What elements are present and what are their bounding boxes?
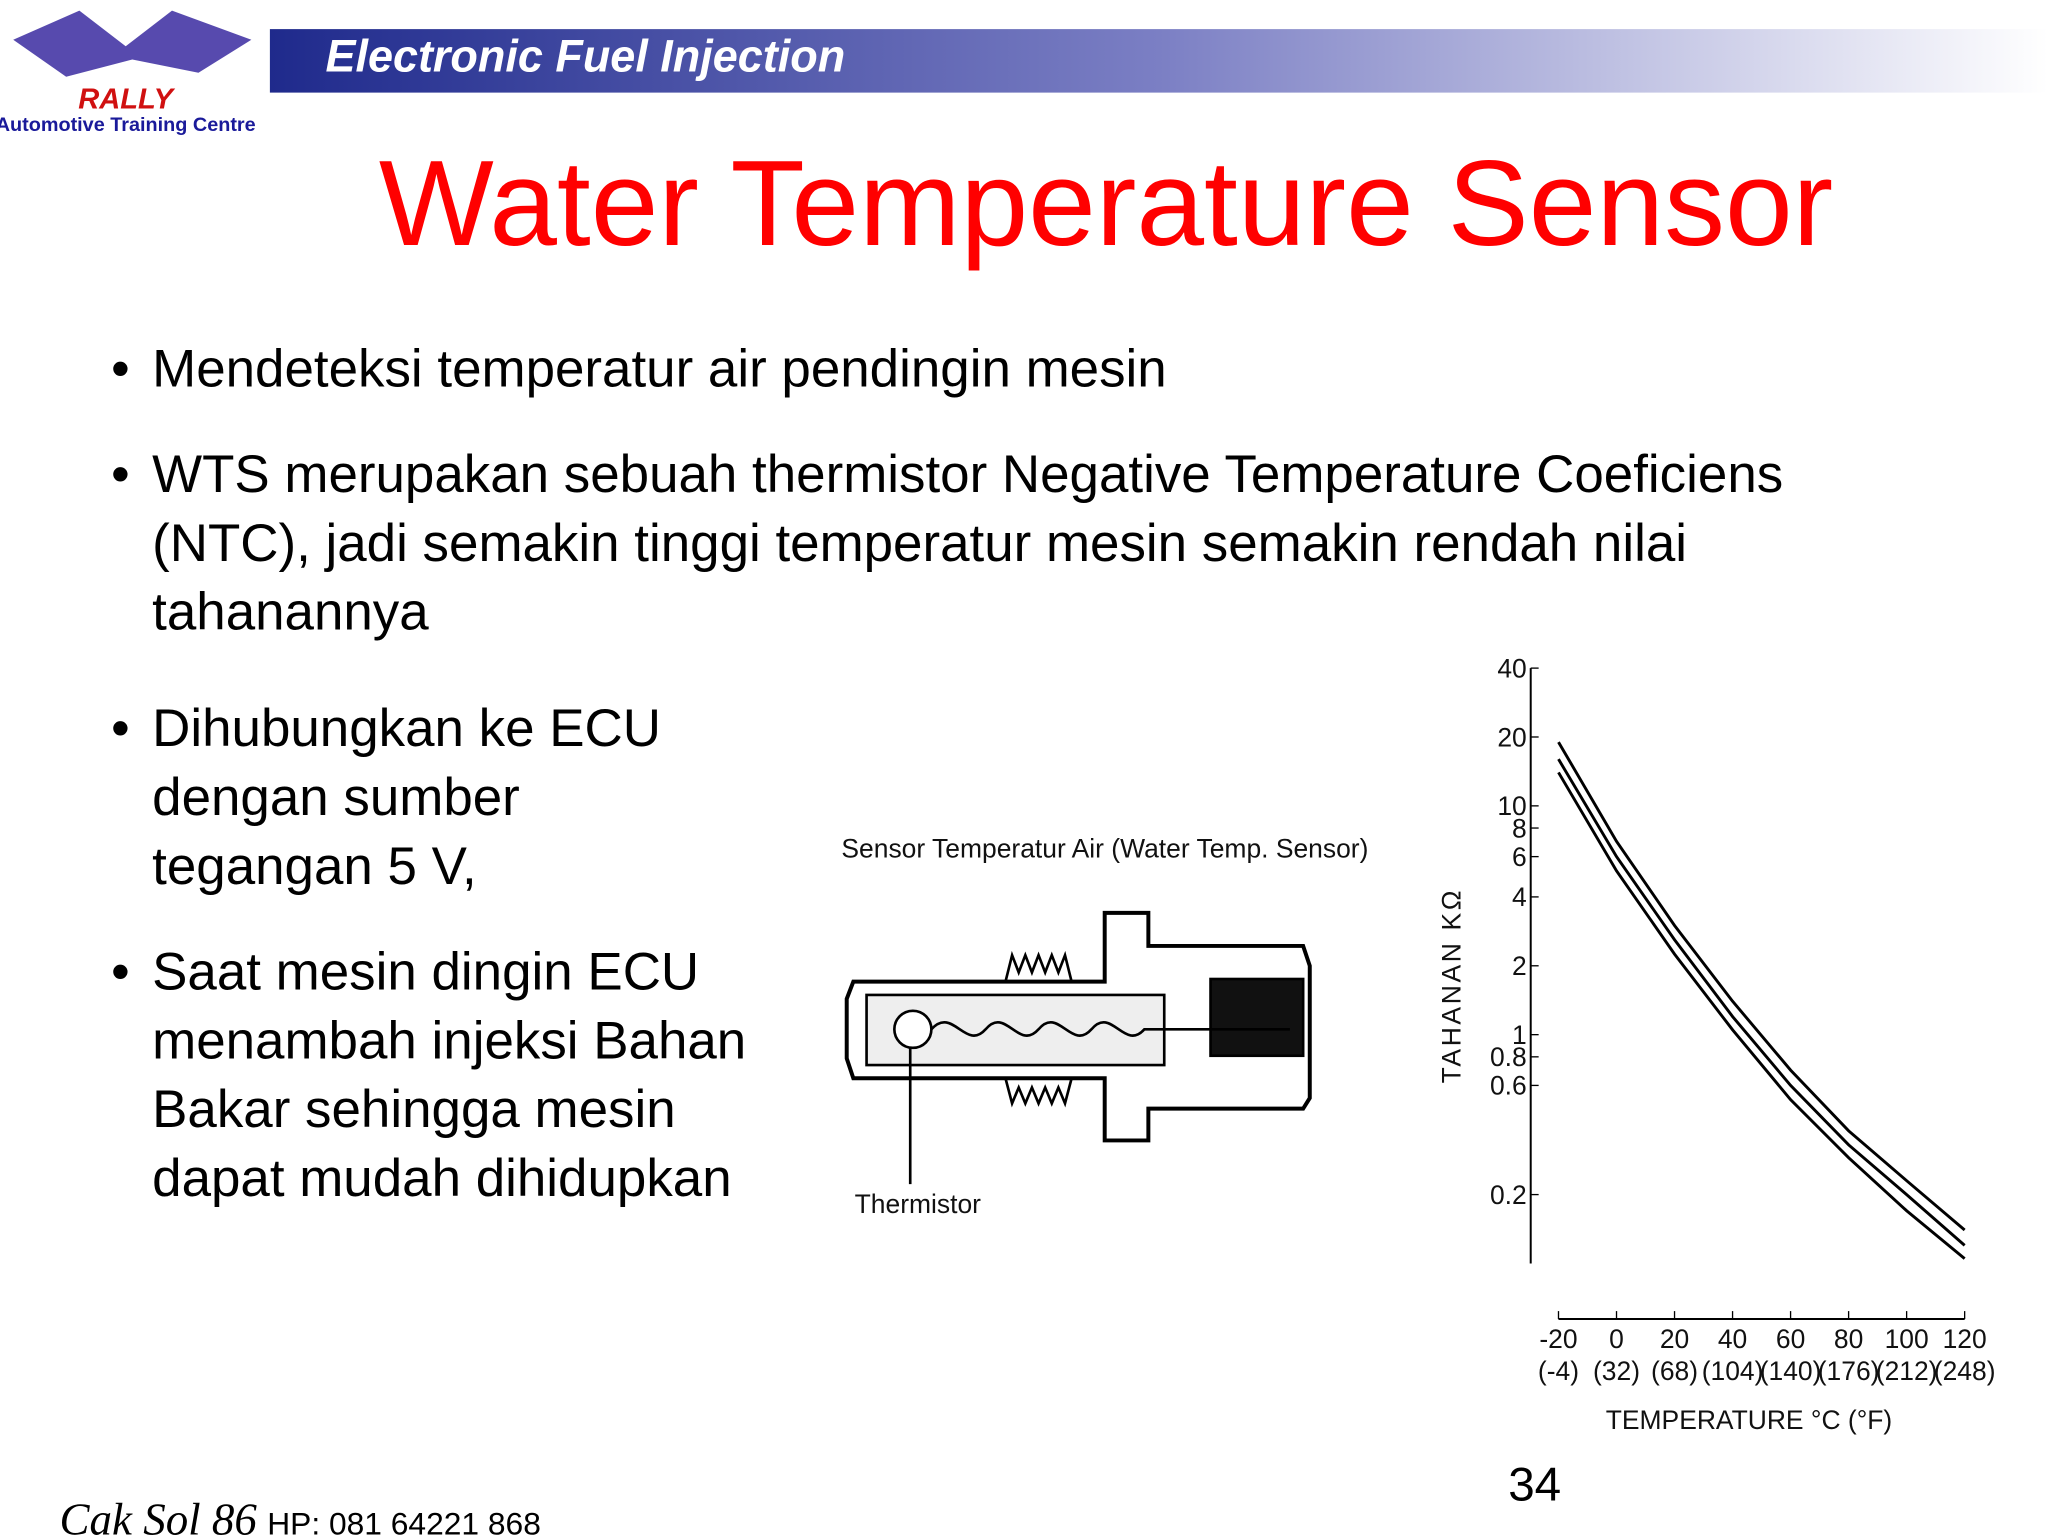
logo-text: RALLY bbox=[78, 83, 175, 115]
bullet: • bbox=[111, 943, 130, 1002]
y-tick-label: 40 bbox=[1497, 653, 1526, 683]
page-number: 34 bbox=[1508, 1458, 1561, 1511]
bullet-text: Saat mesin dingin ECU bbox=[152, 943, 699, 1002]
x-tick-label-f: (248) bbox=[1934, 1356, 1996, 1386]
x-axis-label: TEMPERATURE °C (°F) bbox=[1606, 1405, 1893, 1435]
bullet-text: WTS merupakan sebuah thermistor Negative… bbox=[152, 445, 1783, 504]
y-tick-label: 6 bbox=[1512, 842, 1527, 872]
bullet-text: dengan sumber bbox=[152, 768, 520, 827]
curve bbox=[1557, 758, 1966, 1247]
bullet: • bbox=[111, 445, 130, 504]
y-tick-label: 0.2 bbox=[1490, 1180, 1527, 1210]
bullet-text: Bakar sehingga mesin bbox=[152, 1080, 675, 1139]
x-tick-label-f: (212) bbox=[1876, 1356, 1938, 1386]
bullet-text: Dihubungkan ke ECU bbox=[152, 699, 661, 758]
x-tick-label: 120 bbox=[1943, 1324, 1987, 1354]
x-tick-label: -20 bbox=[1539, 1324, 1577, 1354]
logo: RALLY Automotive Training Centre bbox=[0, 10, 256, 136]
footer-phone: HP: 081 64221 868 bbox=[267, 1506, 541, 1536]
y-tick-label: 8 bbox=[1512, 813, 1527, 843]
bullet-text: tahanannya bbox=[152, 583, 429, 642]
footer-author: Cak Sol 86 bbox=[60, 1495, 258, 1536]
bullet-text: (NTC), jadi semakin tinggi temperatur me… bbox=[152, 514, 1687, 573]
x-tick-label-f: (32) bbox=[1593, 1356, 1640, 1386]
y-tick-label: 0.8 bbox=[1490, 1042, 1527, 1072]
bullets: • Mendeteksi temperatur air pendingin me… bbox=[111, 339, 1783, 1208]
x-tick-label-f: (140) bbox=[1760, 1356, 1822, 1386]
x-tick-label-f: (-4) bbox=[1538, 1356, 1579, 1386]
bullet: • bbox=[111, 699, 130, 758]
x-tick-label: 100 bbox=[1885, 1324, 1929, 1354]
bullet-text: dapat mudah dihidupkan bbox=[152, 1149, 732, 1208]
bullet-text: Mendeteksi temperatur air pendingin mesi… bbox=[152, 339, 1167, 398]
banner bbox=[269, 29, 2048, 93]
chart: 402010864210.80.60.2-20(-4)0(32)20(68)40… bbox=[1437, 653, 1996, 1434]
sensor-diagram: Sensor Temperatur Air (Water Temp. Senso… bbox=[841, 833, 1368, 1219]
bullet-text: tegangan 5 V, bbox=[152, 837, 477, 896]
bullet-text: menambah injeksi Bahan bbox=[152, 1011, 746, 1070]
curve bbox=[1557, 741, 1966, 1232]
y-tick-label: 1 bbox=[1512, 1020, 1527, 1050]
diagram-title: Sensor Temperatur Air (Water Temp. Senso… bbox=[841, 833, 1368, 863]
x-tick-label: 80 bbox=[1834, 1324, 1863, 1354]
x-tick-label-f: (104) bbox=[1702, 1356, 1764, 1386]
curve bbox=[1557, 771, 1966, 1260]
y-tick-label: 2 bbox=[1512, 951, 1527, 981]
logo-subtitle: Automotive Training Centre bbox=[0, 114, 256, 136]
bullet: • bbox=[111, 339, 130, 398]
diagram-label: Thermistor bbox=[855, 1189, 982, 1219]
y-tick-label: 10 bbox=[1497, 791, 1526, 821]
x-tick-label-f: (68) bbox=[1651, 1356, 1698, 1386]
title: Water Temperature Sensor bbox=[379, 135, 1833, 271]
y-axis-label: TAHANAN KΩ bbox=[1437, 888, 1467, 1084]
x-tick-label: 60 bbox=[1776, 1324, 1805, 1354]
y-tick-label: 0.6 bbox=[1490, 1071, 1527, 1101]
x-tick-label: 0 bbox=[1609, 1324, 1624, 1354]
x-tick-label: 20 bbox=[1660, 1324, 1689, 1354]
y-tick-label: 20 bbox=[1497, 722, 1526, 752]
x-tick-label: 40 bbox=[1718, 1324, 1747, 1354]
x-tick-label-f: (176) bbox=[1818, 1356, 1880, 1386]
y-tick-label: 4 bbox=[1512, 882, 1527, 912]
banner-text: Electronic Fuel Injection bbox=[325, 30, 845, 81]
